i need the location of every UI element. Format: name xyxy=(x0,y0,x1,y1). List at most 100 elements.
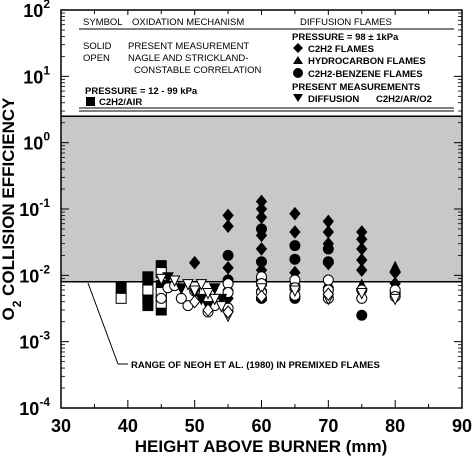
y-tick-label: 10-2 xyxy=(19,262,50,286)
legend-left-pressure: PRESSURE = 12 - 99 kPa xyxy=(85,86,198,97)
data-point-diamond-open xyxy=(255,289,268,304)
data-point-circle-open xyxy=(322,274,334,286)
y-tick-label-base: 10 xyxy=(19,200,39,220)
data-point-triangle-down-solid xyxy=(175,283,188,295)
y-tick-label-exponent: 1 xyxy=(43,63,50,77)
data-point-square-solid xyxy=(115,282,127,294)
legend-right-pressure: PRESSURE = 98 ± 1kPa xyxy=(292,32,399,43)
data-point-diamond-solid xyxy=(289,225,301,239)
legend-diffusion-header: DIFFUSION FLAMES xyxy=(300,17,392,28)
legend-diffusion: DIFFUSION xyxy=(308,94,359,105)
legend-solid-desc: PRESENT MEASUREMENT xyxy=(128,41,249,52)
y-tick-label: 100 xyxy=(23,130,50,154)
data-point-circle-solid xyxy=(322,243,334,255)
y-tick-label: 10-1 xyxy=(19,196,50,220)
data-point-triangle-down-open xyxy=(355,288,368,300)
y-tick-label-exponent: 2 xyxy=(43,0,50,11)
band-annotation: RANGE OF NEOH ET AL. (1980) IN PREMIXED … xyxy=(131,360,380,371)
legend-c2h2-flames: C2H2 FLAMES xyxy=(308,44,374,55)
data-point-circle-solid xyxy=(322,256,334,268)
y-tick-label: 101 xyxy=(23,63,50,87)
y-tick-label-exponent: -3 xyxy=(39,329,50,343)
data-point-circle-solid xyxy=(222,249,234,261)
legend-left-series: C2H2/AIR xyxy=(99,97,142,108)
x-tick-label: 80 xyxy=(385,416,405,436)
x-axis-title: HEIGHT ABOVE BURNER (mm) xyxy=(135,437,388,456)
legend-square-symbol xyxy=(86,97,95,106)
legend-mechanism-header: OXIDATION MECHANISM xyxy=(132,17,244,28)
data-point-triangle-down-open xyxy=(389,293,401,306)
legend-benzene-flames: C2H2-BENZENE FLAMES xyxy=(308,69,423,80)
y-axis-title-o: O xyxy=(0,307,18,320)
data-point-triangle-down-open xyxy=(289,285,301,298)
data-point-diamond-open xyxy=(222,305,234,319)
x-tick-label: 90 xyxy=(452,416,472,436)
y-tick-label-base: 10 xyxy=(19,333,39,353)
y-tick-label-exponent: -1 xyxy=(39,196,50,210)
y-tick-label: 10-4 xyxy=(19,395,50,419)
x-tick-label: 70 xyxy=(318,416,338,436)
data-point-triangle-down-open xyxy=(168,275,181,288)
data-point-triangle-down-open xyxy=(195,279,208,291)
data-point-triangle-down-open xyxy=(188,285,201,298)
data-point-square-open xyxy=(115,292,127,304)
y-axis-title-rest: COLLISION EFFICIENCY xyxy=(0,97,18,301)
data-point-circle-solid xyxy=(289,253,301,265)
legend-frame xyxy=(79,15,454,110)
legend-diamond-symbol xyxy=(293,43,303,53)
legend-open-desc: NAGLE AND STRICKLAND- xyxy=(128,53,248,64)
annotation-leader xyxy=(87,282,119,365)
x-tick-label: 30 xyxy=(51,416,71,436)
y-tick-label: 102 xyxy=(23,0,50,21)
data-point-diamond-solid xyxy=(189,255,201,270)
legend-open-desc-2: CONSTABLE CORRELATION xyxy=(134,65,262,76)
x-tick-label: 50 xyxy=(185,416,205,436)
data-point-circle-solid xyxy=(256,223,267,235)
data-point-diamond-solid xyxy=(289,206,301,221)
data-point-triangle-down-open xyxy=(155,273,168,286)
data-point-triangle-up-solid xyxy=(389,260,401,273)
data-point-triangle-down-solid xyxy=(195,293,208,306)
data-point-diamond-solid xyxy=(356,263,368,277)
data-point-diamond-open xyxy=(189,294,201,309)
points-layer xyxy=(115,194,401,323)
y-tick-label-base: 10 xyxy=(19,266,39,286)
data-point-triangle-down-open xyxy=(255,283,268,295)
y-tick-label: 10-3 xyxy=(19,329,50,353)
y-axis-title: O2 COLLISION EFFICIENCY xyxy=(0,97,24,321)
legend-hydrocarbon-flames: HYDROCARBON FLAMES xyxy=(308,56,426,67)
legend-symbol-header: SYMBOL xyxy=(83,17,123,28)
y-tick-label-exponent: -2 xyxy=(39,262,50,276)
data-point-circle-open xyxy=(155,292,167,304)
y-tick-label-exponent: -4 xyxy=(39,395,50,409)
data-point-triangle-down-open xyxy=(208,293,221,306)
legend-diffusion-mix: C2H2/AR/O2 xyxy=(376,94,432,105)
y-axis-title-subscript: 2 xyxy=(10,300,24,307)
legend-triangle-symbol xyxy=(293,56,303,64)
data-point-circle-solid xyxy=(289,240,301,252)
x-tick-label: 60 xyxy=(251,416,271,436)
data-point-diamond-solid xyxy=(255,210,268,225)
data-point-diamond-open xyxy=(202,303,214,317)
plot-frame xyxy=(60,9,463,409)
data-point-diamond-solid xyxy=(255,242,268,256)
data-point-diamond-open xyxy=(322,287,334,301)
data-point-square-open xyxy=(142,284,154,296)
data-point-triangle-down-open xyxy=(215,301,228,313)
x-tick-labels: 30 40 50 60 70 80 90 xyxy=(51,416,472,436)
y-tick-label-base: 10 xyxy=(23,1,43,21)
data-point-circle-solid xyxy=(356,309,368,321)
x-tick-label: 40 xyxy=(118,416,138,436)
legend-present-measurements: PRESENT MEASUREMENTS xyxy=(292,82,420,93)
data-point-triangle-down-open xyxy=(182,279,194,291)
legend-solid-label: SOLID xyxy=(83,41,112,52)
data-point-diamond-solid xyxy=(222,219,234,234)
y-tick-label-base: 10 xyxy=(23,134,43,154)
legend-circle-symbol xyxy=(293,68,303,78)
data-point-triangle-down-open xyxy=(202,288,214,300)
data-point-square-solid xyxy=(142,271,154,283)
legend-open-label: OPEN xyxy=(83,53,110,64)
y-tick-label-exponent: 0 xyxy=(43,130,50,144)
